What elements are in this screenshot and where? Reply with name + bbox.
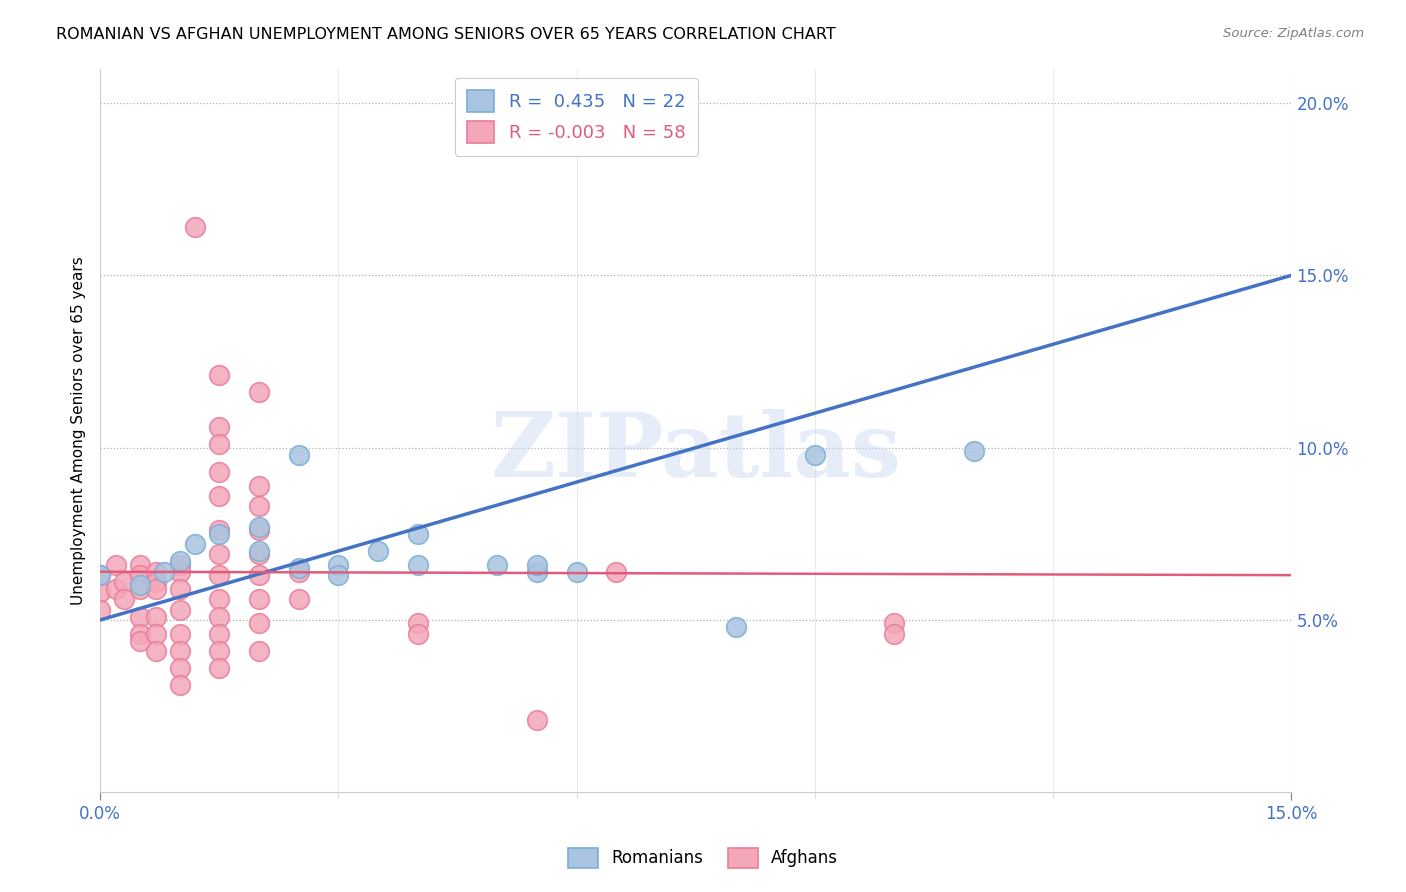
Point	[169, 661, 191, 675]
Point	[128, 582, 150, 596]
Point	[169, 678, 191, 692]
Point	[406, 558, 429, 572]
Point	[247, 544, 270, 558]
Point	[526, 558, 548, 572]
Point	[145, 644, 167, 658]
Point	[145, 565, 167, 579]
Point	[169, 626, 191, 640]
Point	[287, 592, 309, 607]
Point	[208, 661, 231, 675]
Point	[208, 592, 231, 607]
Point	[208, 524, 231, 538]
Point	[128, 558, 150, 572]
Point	[208, 568, 231, 582]
Y-axis label: Unemployment Among Seniors over 65 years: Unemployment Among Seniors over 65 years	[72, 256, 86, 605]
Point	[169, 565, 191, 579]
Point	[247, 644, 270, 658]
Point	[367, 544, 389, 558]
Point	[208, 644, 231, 658]
Point	[247, 524, 270, 538]
Point	[112, 575, 135, 590]
Point	[605, 565, 627, 579]
Point	[128, 568, 150, 582]
Point	[247, 520, 270, 534]
Point	[89, 602, 111, 616]
Point	[112, 592, 135, 607]
Point	[486, 558, 509, 572]
Point	[128, 609, 150, 624]
Point	[208, 609, 231, 624]
Point	[169, 554, 191, 568]
Point	[208, 548, 231, 562]
Point	[145, 626, 167, 640]
Point	[128, 578, 150, 592]
Point	[145, 582, 167, 596]
Point	[89, 568, 111, 582]
Point	[247, 385, 270, 400]
Point	[247, 548, 270, 562]
Point	[128, 626, 150, 640]
Point	[328, 558, 350, 572]
Point	[208, 420, 231, 434]
Point	[208, 526, 231, 541]
Legend: R =  0.435   N = 22, R = -0.003   N = 58: R = 0.435 N = 22, R = -0.003 N = 58	[454, 78, 697, 156]
Point	[152, 565, 174, 579]
Point	[184, 537, 207, 551]
Point	[89, 585, 111, 599]
Legend: Romanians, Afghans: Romanians, Afghans	[561, 841, 845, 875]
Point	[526, 565, 548, 579]
Point	[287, 561, 309, 575]
Point	[208, 437, 231, 451]
Point	[804, 448, 827, 462]
Point	[105, 558, 128, 572]
Point	[208, 489, 231, 503]
Point	[406, 526, 429, 541]
Point	[105, 582, 128, 596]
Point	[208, 626, 231, 640]
Text: ZIPatlas: ZIPatlas	[491, 409, 901, 496]
Point	[169, 582, 191, 596]
Point	[247, 478, 270, 492]
Point	[883, 626, 905, 640]
Text: Source: ZipAtlas.com: Source: ZipAtlas.com	[1223, 27, 1364, 40]
Point	[208, 465, 231, 479]
Point	[287, 448, 309, 462]
Text: ROMANIAN VS AFGHAN UNEMPLOYMENT AMONG SENIORS OVER 65 YEARS CORRELATION CHART: ROMANIAN VS AFGHAN UNEMPLOYMENT AMONG SE…	[56, 27, 837, 42]
Point	[247, 592, 270, 607]
Point	[184, 220, 207, 235]
Point	[526, 713, 548, 727]
Point	[406, 616, 429, 631]
Point	[247, 568, 270, 582]
Point	[128, 633, 150, 648]
Point	[208, 368, 231, 383]
Point	[247, 616, 270, 631]
Point	[406, 626, 429, 640]
Point	[145, 575, 167, 590]
Point	[883, 616, 905, 631]
Point	[565, 565, 588, 579]
Point	[287, 565, 309, 579]
Point	[169, 644, 191, 658]
Point	[89, 568, 111, 582]
Point	[724, 620, 747, 634]
Point	[169, 602, 191, 616]
Point	[145, 609, 167, 624]
Point	[328, 568, 350, 582]
Point	[169, 558, 191, 572]
Point	[247, 500, 270, 514]
Point	[963, 444, 986, 458]
